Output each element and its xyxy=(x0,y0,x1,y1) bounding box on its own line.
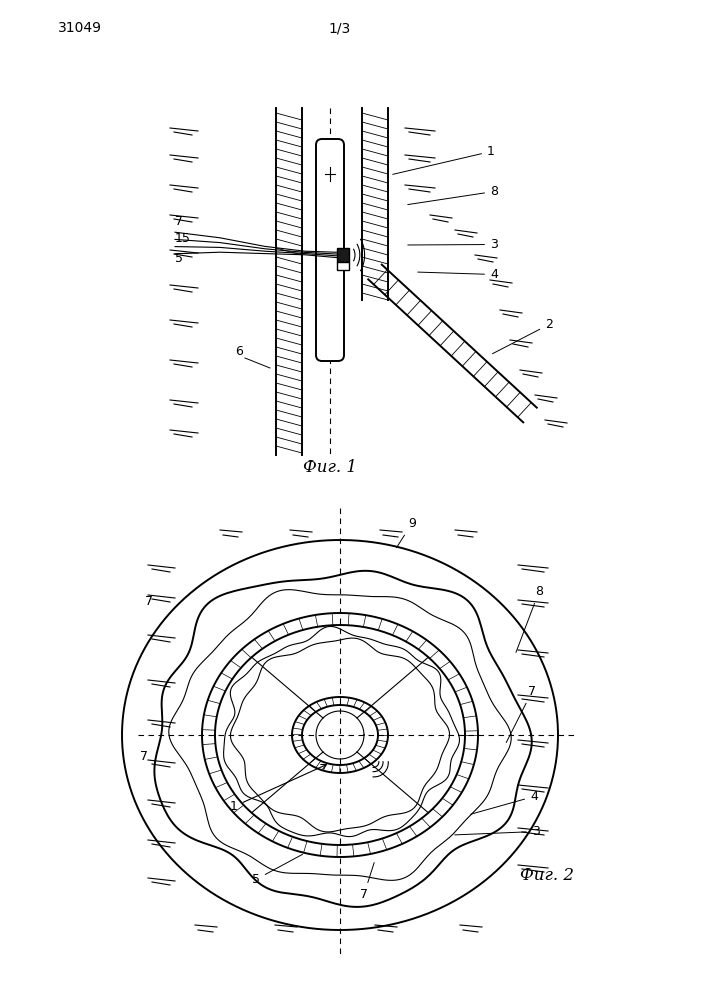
Bar xyxy=(337,262,349,270)
Text: 5: 5 xyxy=(252,854,302,886)
Text: 15: 15 xyxy=(175,232,191,245)
Text: 2: 2 xyxy=(493,318,553,354)
Text: Фиг. 1: Фиг. 1 xyxy=(303,459,357,476)
Bar xyxy=(337,248,349,262)
Text: 6: 6 xyxy=(235,345,243,358)
Text: Фиг. 2: Фиг. 2 xyxy=(520,867,574,884)
Text: 1: 1 xyxy=(393,145,495,174)
Text: 7: 7 xyxy=(175,215,183,228)
Text: 5: 5 xyxy=(175,252,183,265)
Text: 9: 9 xyxy=(396,517,416,548)
Text: 7: 7 xyxy=(506,685,536,743)
Text: 7: 7 xyxy=(145,595,153,608)
Text: 7: 7 xyxy=(140,750,148,763)
Text: 8: 8 xyxy=(408,185,498,205)
Text: 1/3: 1/3 xyxy=(329,21,351,35)
Text: 8: 8 xyxy=(516,585,543,652)
Text: 3: 3 xyxy=(455,825,540,838)
Text: 3: 3 xyxy=(408,238,498,251)
Text: 7: 7 xyxy=(360,863,374,901)
FancyBboxPatch shape xyxy=(316,139,344,361)
Text: 4: 4 xyxy=(418,268,498,281)
Text: 4: 4 xyxy=(471,790,538,814)
Text: 1: 1 xyxy=(230,764,326,813)
Text: 31049: 31049 xyxy=(58,21,102,35)
